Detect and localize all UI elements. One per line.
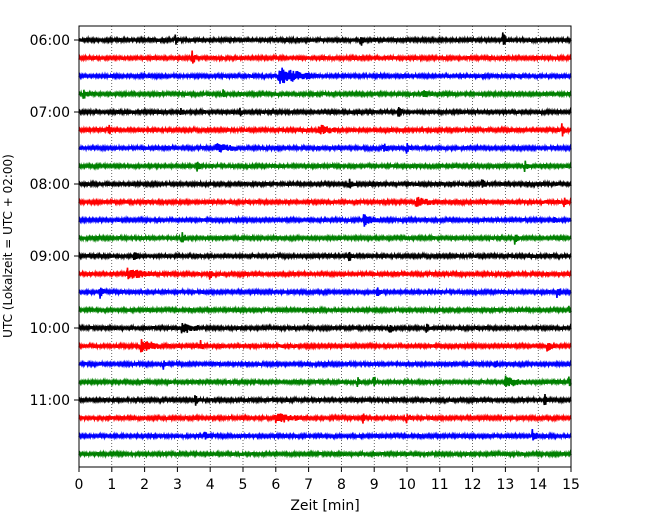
x-tick-label-15: 15 (562, 477, 580, 493)
trace-4 (78, 106, 572, 117)
y-tick-label-06:00: 06:00 (30, 33, 70, 49)
y-tick-label-09:00: 09:00 (30, 249, 70, 265)
trace-12 (78, 251, 572, 262)
trace-15 (78, 305, 572, 315)
trace-19 (78, 375, 572, 388)
x-tick-label-7: 7 (304, 477, 313, 493)
x-tick-label-0: 0 (75, 477, 84, 493)
trace-13 (78, 267, 572, 280)
trace-23 (78, 449, 572, 460)
x-tick-label-3: 3 (173, 477, 182, 493)
trace-22 (78, 428, 572, 441)
x-tick-label-1: 1 (107, 477, 116, 493)
trace-14 (78, 287, 572, 299)
trace-0 (78, 32, 572, 46)
trace-6 (78, 142, 572, 154)
y-tick-label-07:00: 07:00 (30, 105, 70, 121)
trace-18 (78, 359, 572, 370)
trace-2 (78, 67, 572, 84)
x-tick-label-10: 10 (398, 477, 416, 493)
x-tick-label-2: 2 (140, 477, 149, 493)
x-tick-label-9: 9 (370, 477, 379, 493)
x-tick-label-4: 4 (206, 477, 215, 493)
trace-5 (78, 123, 572, 137)
x-tick-label-6: 6 (271, 477, 280, 493)
trace-21 (78, 413, 572, 424)
y-axis-label: UTC (Lokalzeit = UTC + 02:00) (1, 154, 15, 338)
trace-3 (78, 89, 572, 99)
y-tick-label-10:00: 10:00 (30, 321, 70, 337)
x-tick-label-14: 14 (529, 477, 547, 493)
plot-frame (78, 25, 572, 468)
x-tick-label-13: 13 (496, 477, 514, 493)
x-tick-label-5: 5 (239, 477, 248, 493)
y-tick-label-08:00: 08:00 (30, 177, 70, 193)
trace-17 (78, 339, 572, 353)
x-tick-label-8: 8 (337, 477, 346, 493)
trace-7 (78, 160, 572, 173)
trace-1 (78, 50, 572, 64)
trace-16 (78, 323, 572, 334)
y-tick-label-11:00: 11:00 (30, 393, 70, 409)
traces (78, 32, 572, 460)
trace-20 (78, 393, 572, 406)
trace-11 (78, 232, 572, 245)
x-axis-ticks: 0 1 2 3 4 5 6 7 8 9 10 11 12 13 14 15 (75, 467, 580, 493)
trace-9 (78, 196, 572, 208)
x-tick-label-11: 11 (431, 477, 449, 493)
y-axis-ticks: 06:00 07:00 08:00 09:00 10:00 11:00 (30, 33, 79, 409)
trace-8 (78, 178, 572, 189)
x-axis-label: Zeit [min] (290, 498, 359, 514)
trace-10 (78, 214, 572, 227)
x-tick-label-12: 12 (464, 477, 482, 493)
